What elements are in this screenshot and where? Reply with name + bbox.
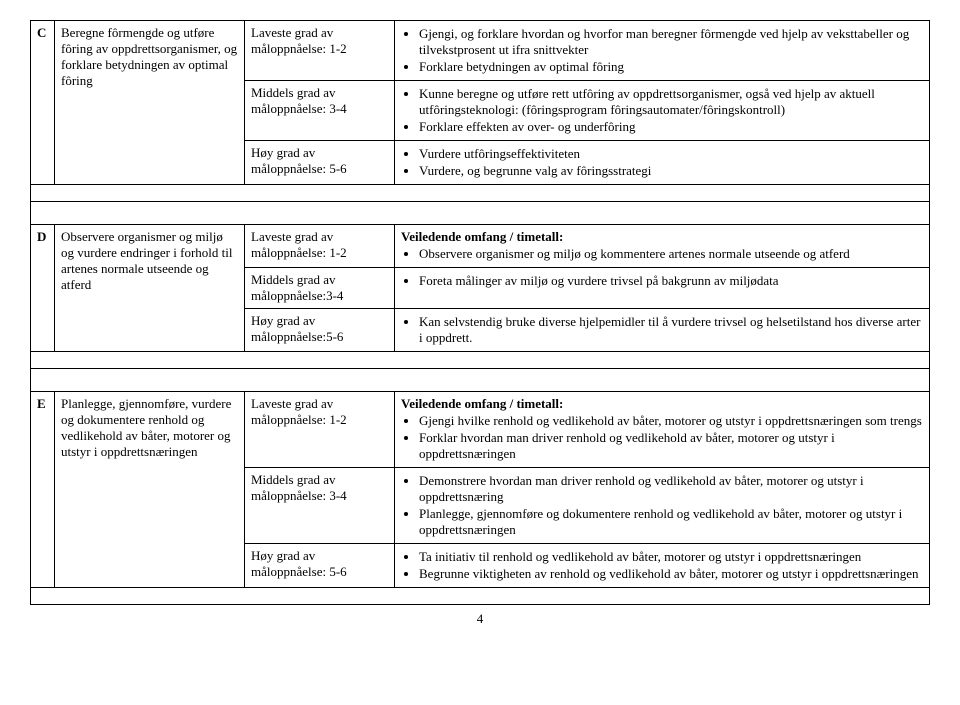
criteria-cell: Ta initiativ til renhold og vedlikehold … — [395, 544, 930, 588]
guidance-heading: Veiledende omfang / timetall: — [401, 229, 923, 245]
gap-row — [31, 369, 930, 392]
level-cell: Laveste grad avmåloppnåelse: 1-2 — [245, 225, 395, 268]
level-label: Middels grad av — [251, 272, 388, 288]
criteria-cell: Vurdere utfôringseffektivitetenVurdere, … — [395, 141, 930, 185]
criteria-list: Kan selvstendig bruke diverse hjelpemidl… — [401, 314, 923, 346]
level-cell: Laveste grad avmåloppnåelse: 1-2 — [245, 392, 395, 468]
criteria-item: Vurdere, og begrunne valg av fôringsstra… — [419, 163, 923, 179]
level-label: Høy grad av — [251, 145, 388, 161]
criteria-item: Forklar hvordan man driver renhold og ve… — [419, 430, 923, 462]
level-value: måloppnåelse: 1-2 — [251, 41, 388, 57]
level-cell: Høy grad avmåloppnåelse:5-6 — [245, 309, 395, 352]
curriculum-table: CBeregne fôrmengde og utføre fôring av o… — [30, 20, 930, 605]
criteria-cell: Kan selvstendig bruke diverse hjelpemidl… — [395, 309, 930, 352]
criteria-cell: Foreta målinger av miljø og vurdere triv… — [395, 268, 930, 309]
section-description: Observere organismer og miljø og vurdere… — [55, 225, 245, 352]
table-row: EPlanlegge, gjennomføre, vurdere og doku… — [31, 392, 930, 468]
criteria-item: Planlegge, gjennomføre og dokumentere re… — [419, 506, 923, 538]
criteria-item: Vurdere utfôringseffektiviteten — [419, 146, 923, 162]
criteria-cell: Gjengi, og forklare hvordan og hvorfor m… — [395, 21, 930, 81]
criteria-cell: Veiledende omfang / timetall:Gjengi hvil… — [395, 392, 930, 468]
criteria-item: Foreta målinger av miljø og vurdere triv… — [419, 273, 923, 289]
criteria-list: Kunne beregne og utføre rett utfôring av… — [401, 86, 923, 135]
criteria-item: Begrunne viktigheten av renhold og vedli… — [419, 566, 923, 582]
level-value: måloppnåelse: 1-2 — [251, 245, 388, 261]
criteria-item: Forklare betydningen av optimal fôring — [419, 59, 923, 75]
criteria-list: Foreta målinger av miljø og vurdere triv… — [401, 273, 923, 289]
level-label: Høy grad av — [251, 548, 388, 564]
level-value: måloppnåelse: 1-2 — [251, 412, 388, 428]
level-label: Høy grad av — [251, 313, 388, 329]
criteria-item: Demonstrere hvordan man driver renhold o… — [419, 473, 923, 505]
level-value: måloppnåelse:5-6 — [251, 329, 388, 345]
level-label: Middels grad av — [251, 85, 388, 101]
criteria-cell: Demonstrere hvordan man driver renhold o… — [395, 468, 930, 544]
criteria-item: Forklare effekten av over- og underfôrin… — [419, 119, 923, 135]
level-cell: Middels grad avmåloppnåelse: 3-4 — [245, 81, 395, 141]
criteria-item: Gjengi hvilke renhold og vedlikehold av … — [419, 413, 923, 429]
level-value: måloppnåelse: 3-4 — [251, 488, 388, 504]
criteria-list: Gjengi hvilke renhold og vedlikehold av … — [401, 413, 923, 462]
level-cell: Høy grad avmåloppnåelse: 5-6 — [245, 141, 395, 185]
spacer-row — [31, 588, 930, 605]
criteria-cell: Kunne beregne og utføre rett utfôring av… — [395, 81, 930, 141]
spacer-row — [31, 185, 930, 202]
table-row: DObservere organismer og miljø og vurder… — [31, 225, 930, 268]
level-cell: Middels grad avmåloppnåelse:3-4 — [245, 268, 395, 309]
guidance-heading: Veiledende omfang / timetall: — [401, 396, 923, 412]
level-cell: Middels grad avmåloppnåelse: 3-4 — [245, 468, 395, 544]
section-letter: D — [31, 225, 55, 352]
level-label: Laveste grad av — [251, 396, 388, 412]
table-row: CBeregne fôrmengde og utføre fôring av o… — [31, 21, 930, 81]
level-label: Middels grad av — [251, 472, 388, 488]
criteria-list: Demonstrere hvordan man driver renhold o… — [401, 473, 923, 538]
level-label: Laveste grad av — [251, 229, 388, 245]
section-letter: C — [31, 21, 55, 185]
criteria-item: Ta initiativ til renhold og vedlikehold … — [419, 549, 923, 565]
criteria-list: Observere organismer og miljø og komment… — [401, 246, 923, 262]
level-value: måloppnåelse: 5-6 — [251, 161, 388, 177]
criteria-cell: Veiledende omfang / timetall:Observere o… — [395, 225, 930, 268]
criteria-item: Observere organismer og miljø og komment… — [419, 246, 923, 262]
level-value: måloppnåelse: 5-6 — [251, 564, 388, 580]
level-cell: Høy grad avmåloppnåelse: 5-6 — [245, 544, 395, 588]
criteria-list: Ta initiativ til renhold og vedlikehold … — [401, 549, 923, 582]
page-number: 4 — [30, 611, 930, 627]
level-value: måloppnåelse: 3-4 — [251, 101, 388, 117]
level-label: Laveste grad av — [251, 25, 388, 41]
criteria-item: Kan selvstendig bruke diverse hjelpemidl… — [419, 314, 923, 346]
spacer-row — [31, 352, 930, 369]
criteria-list: Vurdere utfôringseffektivitetenVurdere, … — [401, 146, 923, 179]
level-cell: Laveste grad avmåloppnåelse: 1-2 — [245, 21, 395, 81]
criteria-item: Kunne beregne og utføre rett utfôring av… — [419, 86, 923, 118]
section-description: Beregne fôrmengde og utføre fôring av op… — [55, 21, 245, 185]
criteria-list: Gjengi, og forklare hvordan og hvorfor m… — [401, 26, 923, 75]
criteria-item: Gjengi, og forklare hvordan og hvorfor m… — [419, 26, 923, 58]
section-letter: E — [31, 392, 55, 588]
gap-row — [31, 202, 930, 225]
level-value: måloppnåelse:3-4 — [251, 288, 388, 304]
section-description: Planlegge, gjennomføre, vurdere og dokum… — [55, 392, 245, 588]
